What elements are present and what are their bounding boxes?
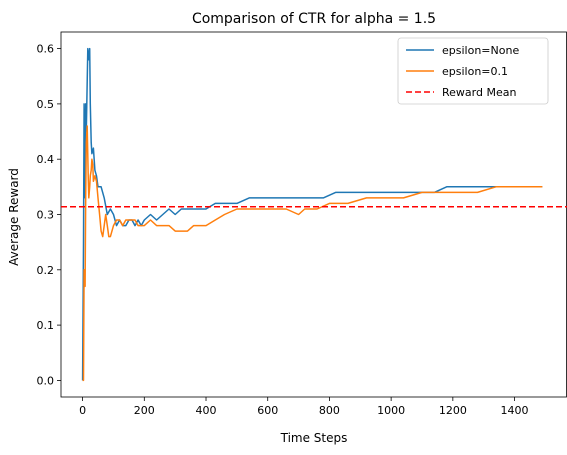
legend: epsilon=None epsilon=0.1 Reward Mean bbox=[397, 37, 549, 105]
y-tick-label-0.5: 0.5 bbox=[37, 98, 55, 111]
y-tick-label-0.2: 0.2 bbox=[37, 264, 55, 277]
x-tick-label-1000: 1000 bbox=[377, 404, 405, 417]
x-tick-label-0: 0 bbox=[79, 404, 86, 417]
y-tick-label-0.3: 0.3 bbox=[37, 209, 55, 222]
legend-label-2: epsilon=0.1 bbox=[442, 65, 508, 78]
y-tick-label-0: 0.0 bbox=[37, 374, 55, 387]
y-tick-label-0.4: 0.4 bbox=[37, 153, 55, 166]
legend-box bbox=[397, 37, 549, 105]
x-tick-label-800: 800 bbox=[319, 404, 340, 417]
x-tick-label-200: 200 bbox=[134, 404, 155, 417]
legend-label-1: epsilon=None bbox=[442, 44, 519, 57]
plot-area: 0 200 400 600 800 1000 1200 1400 0.0 0.1 0.2 0.3 0.4… bbox=[37, 31, 567, 417]
legend-label-3: Reward Mean bbox=[442, 86, 516, 99]
x-tick-label-1400: 1400 bbox=[501, 404, 529, 417]
chart-title: Comparison of CTR for alpha = 1.5 bbox=[192, 11, 436, 27]
x-tick-label-400: 400 bbox=[196, 404, 217, 417]
x-tick-label-1200: 1200 bbox=[439, 404, 467, 417]
x-axis-label: Time Steps bbox=[280, 431, 348, 445]
x-tick-label-600: 600 bbox=[257, 404, 278, 417]
series-line-2 bbox=[82, 125, 543, 382]
y-tick-label-0.1: 0.1 bbox=[37, 319, 55, 332]
y-tick-label-0.6: 0.6 bbox=[37, 43, 55, 56]
y-axis-label: Average Reward bbox=[7, 168, 21, 266]
series-line-1 bbox=[81, 47, 543, 381]
